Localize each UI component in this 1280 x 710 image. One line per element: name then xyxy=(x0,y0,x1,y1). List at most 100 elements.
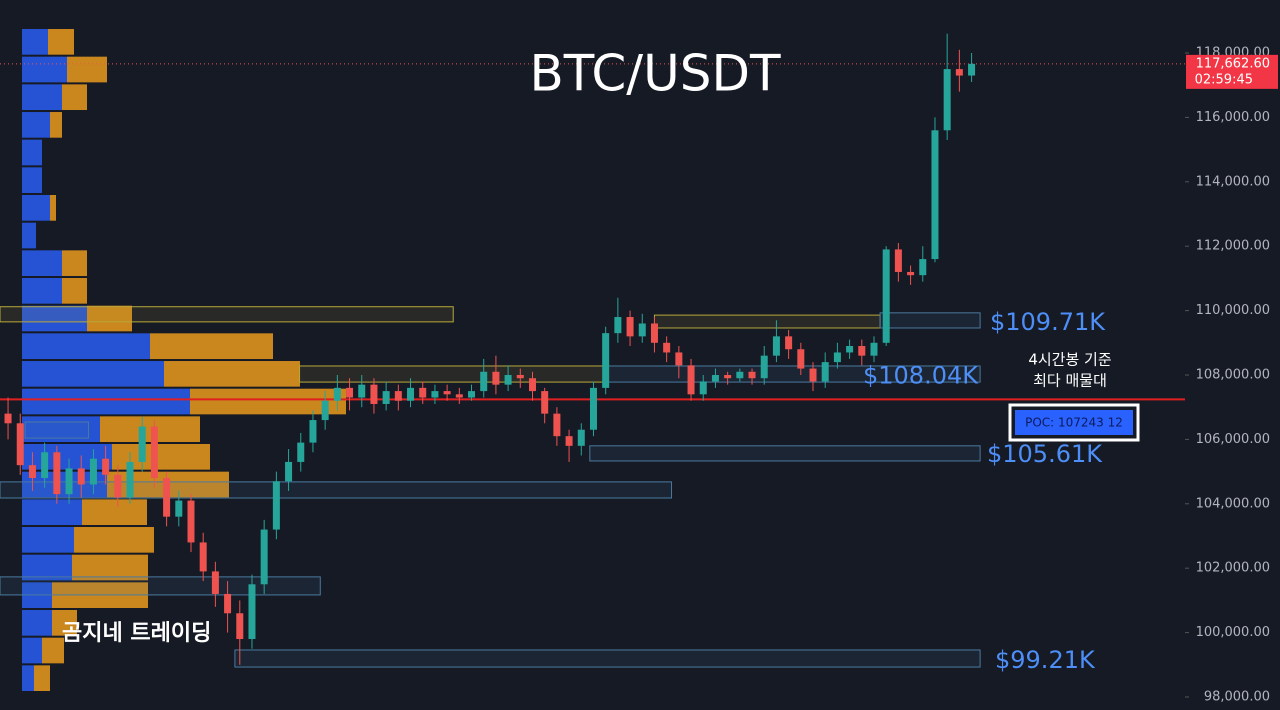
candle-body xyxy=(211,571,219,594)
zone xyxy=(234,649,981,668)
y-tick-label: 104,000.00 xyxy=(1196,496,1270,511)
profile-sell xyxy=(74,527,154,553)
candle-body xyxy=(577,429,585,446)
candle-body xyxy=(187,500,195,543)
candle-body xyxy=(919,259,927,276)
candle-body xyxy=(248,584,256,640)
candle-body xyxy=(175,500,183,517)
candle-body xyxy=(748,371,756,379)
candle-body xyxy=(114,474,122,498)
candle-body xyxy=(41,452,49,479)
candle-body xyxy=(346,387,354,398)
y-tick-label: 116,000.00 xyxy=(1196,110,1270,125)
profile-buy xyxy=(22,278,62,304)
candle-body xyxy=(516,374,524,379)
candle-body xyxy=(431,391,439,398)
candle-body xyxy=(858,346,866,356)
zone xyxy=(24,421,90,439)
candle-body xyxy=(870,342,878,356)
candle-body xyxy=(650,323,658,343)
profile-sell xyxy=(34,665,50,692)
profile-buy xyxy=(22,305,87,332)
price-axis: 98,000.00 100,000.00 102,000.00 104,000.00 1… xyxy=(1185,46,1270,704)
y-tick-label: 102,000.00 xyxy=(1196,561,1270,576)
zone xyxy=(0,481,673,499)
candle-body xyxy=(724,374,732,379)
candle-body xyxy=(102,458,110,475)
candle-body xyxy=(199,542,207,572)
profile-sell xyxy=(50,195,56,221)
price-annotation: $99.21K xyxy=(995,646,1096,674)
profile-sell xyxy=(150,333,273,360)
candle-body xyxy=(772,336,780,356)
profile-sell xyxy=(164,361,300,387)
profile-buy xyxy=(22,527,74,553)
poc-badge xyxy=(1015,410,1133,435)
candle-body xyxy=(882,249,890,343)
profile-sell xyxy=(52,609,77,636)
candle-body xyxy=(358,384,366,398)
poc-note: 4시간봉 기준 xyxy=(1028,351,1112,369)
zone xyxy=(879,312,981,329)
zone xyxy=(589,445,981,462)
candle-body xyxy=(407,387,415,401)
profile-sell xyxy=(42,637,64,664)
y-tick-label: 114,000.00 xyxy=(1196,174,1270,189)
profile-buy xyxy=(22,139,42,166)
candle-body xyxy=(370,384,378,404)
profile-sell xyxy=(50,112,62,138)
profile-sell xyxy=(82,499,147,526)
candle-body xyxy=(955,69,963,76)
price-tag-countdown: 02:59:45 xyxy=(1195,72,1253,87)
candle-body xyxy=(675,352,683,366)
y-tick-label: 98,000.00 xyxy=(1204,689,1270,704)
candle-body xyxy=(272,481,280,530)
candle-body xyxy=(797,349,805,369)
candle-body xyxy=(504,374,512,385)
profile-sell xyxy=(72,554,148,581)
profile-buy xyxy=(22,361,164,387)
zone xyxy=(0,306,454,323)
candle-body xyxy=(138,426,146,462)
candle-body xyxy=(528,378,536,392)
candle-body xyxy=(150,426,158,479)
candle-body xyxy=(89,458,97,485)
candle-body xyxy=(455,394,463,398)
price-tag-value: 117,662.60 xyxy=(1196,56,1270,71)
candle-body xyxy=(468,391,476,398)
profile-buy xyxy=(22,637,42,664)
zone xyxy=(0,576,321,596)
candle-body xyxy=(821,362,829,382)
candle-body xyxy=(224,593,232,614)
profile-buy xyxy=(22,56,67,83)
candle-body xyxy=(297,442,305,462)
profile-sell xyxy=(190,388,346,415)
candle-body xyxy=(846,346,854,353)
candle-body xyxy=(663,342,671,353)
y-tick-label: 112,000.00 xyxy=(1196,239,1270,254)
profile-buy xyxy=(22,388,190,415)
y-tick-label: 110,000.00 xyxy=(1196,303,1270,318)
candle-body xyxy=(16,423,24,466)
candle-body xyxy=(333,387,341,401)
poc-label: POC: 107243 12 xyxy=(1025,416,1123,430)
poc-frame xyxy=(1008,403,1140,442)
candle-body xyxy=(553,413,561,437)
profile-buy xyxy=(22,112,50,138)
profile-buy xyxy=(22,499,82,526)
candle-body xyxy=(711,374,719,382)
profile-sell xyxy=(62,250,87,277)
candle-body xyxy=(163,478,171,517)
profile-buy xyxy=(22,250,62,277)
price-tag xyxy=(1186,54,1278,89)
candle-body xyxy=(614,317,622,334)
profile-sell xyxy=(62,84,87,111)
candle-body xyxy=(492,371,500,385)
candle-body xyxy=(687,365,695,395)
candle-body xyxy=(260,529,268,585)
candle-body xyxy=(565,436,573,446)
profile-buy xyxy=(22,29,48,55)
candle-body xyxy=(65,468,73,495)
candle-body xyxy=(894,249,902,272)
